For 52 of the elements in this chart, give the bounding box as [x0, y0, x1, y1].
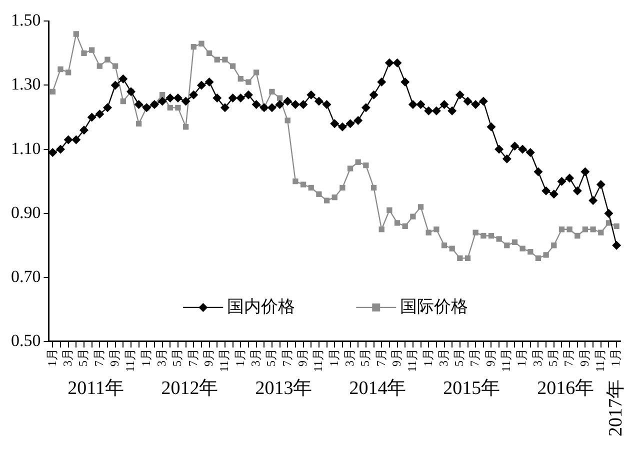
y-tick-label: 0.90 [11, 202, 41, 222]
x-tick-label: 5月 [76, 348, 90, 366]
x-tick-label: 3月 [342, 348, 356, 366]
x-tick-label: 7月 [186, 348, 200, 366]
x-tick-label: 9月 [577, 348, 592, 366]
x-tick-label: 1月 [608, 348, 623, 366]
x-tick-label: 3月 [60, 348, 74, 366]
text: 2013年 [255, 378, 312, 399]
x-tick-label: 9月 [295, 348, 310, 366]
x-tick-label: 3月 [248, 348, 262, 366]
text: 2017年 [606, 379, 627, 436]
y-tick-label: 0.50 [11, 330, 41, 350]
x-tick-label: 9月 [389, 348, 404, 366]
legend-label: 国内价格 [227, 296, 296, 316]
x-tick-label: 3月 [154, 348, 168, 366]
x-tick-label: 1月 [420, 348, 435, 366]
x-tick-label: 1月 [326, 348, 341, 366]
text: 2012年 [161, 378, 218, 399]
x-tick-label: 11月 [593, 348, 608, 372]
x-tick-label: 5月 [264, 348, 278, 366]
x-tick-label: 9月 [201, 348, 216, 366]
x-tick-label: 9月 [107, 348, 122, 366]
x-tick-label: 11月 [123, 348, 138, 372]
x-tick-label: 5月 [170, 348, 184, 366]
text: 2015年 [443, 378, 500, 399]
text: 2014年 [349, 378, 406, 399]
x-tick-label: 11月 [217, 348, 232, 372]
x-tick-label: 7月 [280, 348, 294, 366]
x-tick-label: 7月 [92, 348, 106, 366]
x-tick-label: 7月 [468, 348, 482, 366]
x-tick-label: 3月 [530, 348, 544, 366]
x-tick-label: 1月 [514, 348, 529, 366]
y-tick-label: 0.70 [11, 266, 41, 286]
x-tick-label: 11月 [405, 348, 420, 372]
x-tick-label: 11月 [499, 348, 514, 372]
x-tick-label: 3月 [436, 348, 450, 366]
x-tick-label: 1月 [138, 348, 153, 366]
y-tick-label: 1.10 [11, 138, 41, 158]
legend-label: 国际价格 [400, 296, 468, 316]
x-tick-label: 5月 [452, 348, 466, 366]
y-tick-label: 1.30 [11, 74, 41, 94]
x-tick-label: 11月 [311, 348, 326, 372]
text: 2016年 [537, 378, 594, 399]
x-tick-label: 1月 [44, 348, 59, 366]
x-tick-label: 1月 [232, 348, 247, 366]
x-tick-label: 5月 [546, 348, 560, 366]
x-tick-label: 5月 [358, 348, 372, 366]
y-tick-label: 1.50 [11, 10, 41, 30]
x-tick-label: 7月 [374, 348, 388, 366]
x-tick-label: 7月 [562, 348, 576, 366]
text: 2011年 [68, 378, 124, 399]
x-tick-label: 9月 [483, 348, 498, 366]
